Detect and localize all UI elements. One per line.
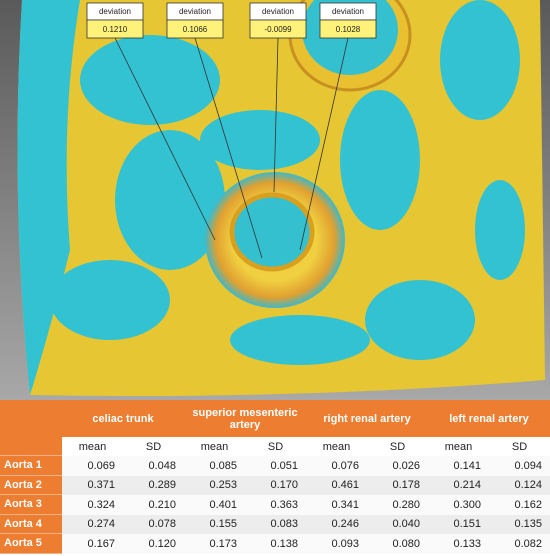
row-label: Aorta 1 [0, 456, 62, 476]
table-cell: 0.051 [270, 459, 298, 472]
table-cell: 0.162 [514, 498, 542, 511]
table-cell: 0.069 [87, 459, 115, 472]
table-cell: 0.151 [453, 518, 481, 531]
render-image: deviation 0.1210 deviation 0.1066 deviation -… [0, 0, 550, 400]
table-cell: 0.461 [331, 479, 359, 492]
row-band [62, 514, 550, 534]
table-cell: 0.280 [392, 498, 420, 511]
row-band [62, 495, 550, 515]
table-cell: 0.082 [514, 537, 542, 550]
annotation-label: deviation [179, 7, 211, 16]
table-cell: 0.135 [514, 518, 542, 531]
annotation-value: -0.0099 [264, 25, 292, 34]
table-cell: 0.080 [392, 537, 420, 550]
group-header: superior mesenteric artery [184, 400, 306, 437]
table-cell: 0.363 [270, 498, 298, 511]
table-cell: 0.076 [331, 459, 359, 472]
annotation-value: 0.1066 [183, 25, 208, 34]
table-cell: 0.083 [270, 518, 298, 531]
table-cell: 0.274 [87, 518, 115, 531]
column-header: mean [322, 440, 351, 453]
value-box [166, 19, 224, 39]
column-header: mean [78, 440, 107, 453]
table-cell: 0.026 [392, 459, 420, 472]
table-cell: 0.253 [209, 479, 237, 492]
column-header: SD [389, 440, 406, 453]
table-cell: 0.138 [270, 537, 298, 550]
table-cell: 0.078 [148, 518, 176, 531]
row-label: Aorta 2 [0, 475, 62, 495]
table-cell: 0.178 [392, 479, 420, 492]
table-cell: 0.124 [514, 479, 542, 492]
table-cell: 0.324 [87, 498, 115, 511]
table-cell: 0.341 [331, 498, 359, 511]
value-box [86, 19, 144, 39]
column-header: mean [444, 440, 473, 453]
table-cell: 0.210 [148, 498, 176, 511]
table-cell: 0.094 [514, 459, 542, 472]
value-box [319, 19, 377, 39]
table-cell: 0.246 [331, 518, 359, 531]
group-header: left renal artery [428, 400, 550, 437]
column-header: SD [267, 440, 284, 453]
row-band [62, 475, 550, 495]
table-cell: 0.170 [270, 479, 298, 492]
column-header: SD [511, 440, 528, 453]
table-cell: 0.214 [453, 479, 481, 492]
annotations: deviation 0.1210 deviation 0.1066 deviation -… [86, 2, 377, 39]
annotation-label: deviation [332, 7, 364, 16]
vessel-lumen [229, 192, 315, 272]
row-band [62, 456, 550, 476]
annotation-value: 0.1028 [336, 25, 361, 34]
value-box [249, 19, 307, 39]
table-cell: 0.167 [87, 537, 115, 550]
table-cell: 0.401 [209, 498, 237, 511]
group-header: right renal artery [306, 400, 428, 437]
table-cell: 0.155 [209, 518, 237, 531]
row-label: Aorta 3 [0, 495, 62, 515]
table-cell: 0.173 [209, 537, 237, 550]
column-header: mean [200, 440, 229, 453]
corner-cell [0, 437, 62, 456]
column-header: SD [145, 440, 162, 453]
results-table: celiac trunk superior mesenteric artery ri… [0, 400, 550, 556]
table-cell: 0.093 [331, 537, 359, 550]
table-cell: 0.300 [453, 498, 481, 511]
table-cell: 0.289 [148, 479, 176, 492]
row-band [62, 534, 550, 554]
table-cell: 0.133 [453, 537, 481, 550]
table-cell: 0.120 [148, 537, 176, 550]
table-cell: 0.085 [209, 459, 237, 472]
row-label: Aorta 5 [0, 534, 62, 554]
deviation-patches [17, 0, 525, 395]
annotation-value: 0.1210 [103, 25, 128, 34]
table-cell: 0.141 [453, 459, 481, 472]
table-cell: 0.371 [87, 479, 115, 492]
annotation-label: deviation [262, 7, 294, 16]
table-cell: 0.048 [148, 459, 176, 472]
row-label: Aorta 4 [0, 514, 62, 534]
annotation-label: deviation [99, 7, 131, 16]
group-header: celiac trunk [62, 400, 184, 437]
table-cell: 0.040 [392, 518, 420, 531]
leader-lines [114, 37, 349, 259]
